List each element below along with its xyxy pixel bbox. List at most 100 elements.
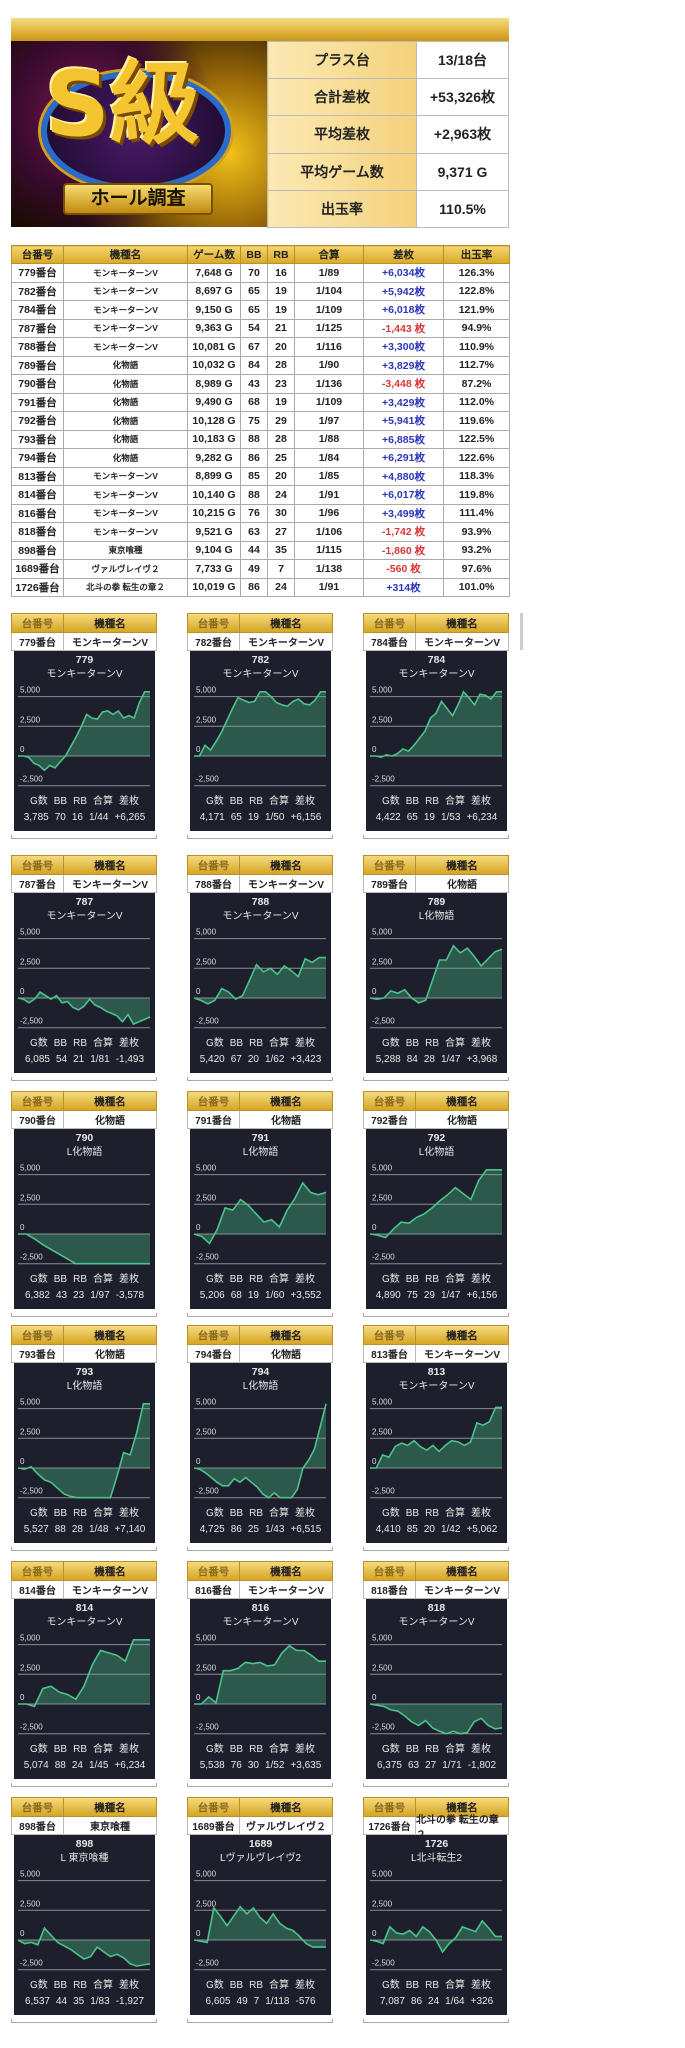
table-cell: 8,899 G: [187, 466, 241, 486]
column-header: 機種名: [63, 245, 188, 264]
stat-label: 差枚: [471, 1744, 492, 1755]
model-header: 機種名: [94, 1801, 126, 1814]
stat-value: 1/47: [440, 1054, 461, 1065]
table-cell: 112.0%: [443, 392, 510, 412]
table-cell: +3,829枚: [363, 355, 444, 375]
machine-no: 779番台: [12, 633, 64, 650]
table-cell: 118.3%: [443, 466, 510, 486]
stat-label: 合算: [269, 1744, 290, 1755]
table-row: 814番台 モンキーターンV 10,140 G 88 24 1/91 +6,017枚 119.…: [11, 485, 510, 505]
y-tick-label: -2,500: [196, 1017, 219, 1026]
stat-value: 6,085: [24, 1054, 50, 1065]
stat-labels: G数 BB RB 合算 差枚: [366, 1743, 507, 1756]
scrollbar[interactable]: [520, 613, 523, 650]
card-bottom-border: [11, 1783, 157, 1787]
stat-label: G数: [205, 796, 224, 807]
table-cell: 35: [267, 540, 295, 560]
y-tick-label: 0: [20, 987, 25, 996]
stat-value: +326: [470, 1996, 494, 2007]
stat-labels: G数 BB RB 合算 差枚: [366, 1037, 507, 1050]
table-cell: +6,017枚: [363, 485, 444, 505]
y-tick-label: -2,500: [372, 1723, 395, 1732]
table-cell: 1/89: [294, 263, 364, 283]
table-cell: 16: [267, 263, 295, 283]
graph-line: [370, 690, 502, 759]
machine-no-header: 台番号: [12, 1092, 64, 1110]
stat-label: G数: [205, 1038, 224, 1049]
graph-subtitle: L化物語: [242, 1147, 279, 1158]
machine-no-header: 台番号: [188, 1092, 240, 1110]
graph-area: [370, 945, 502, 1003]
stat-label: BB: [53, 1038, 68, 1049]
model-header: 機種名: [270, 1801, 302, 1814]
machine-no: 792番台: [364, 1111, 416, 1128]
table-cell: 43: [240, 374, 268, 394]
stat-value: 20: [423, 1524, 435, 1535]
stat-labels: G数 BB RB 合算 差枚: [366, 795, 507, 808]
table-cell: 789番台: [11, 355, 64, 375]
card-info-row: 814番台 モンキーターンV: [11, 1581, 157, 1599]
graph-area: [18, 992, 150, 1025]
table-cell: +3,499枚: [363, 503, 444, 523]
stat-label: 合算: [445, 1038, 466, 1049]
table-cell: 1/115: [294, 540, 364, 560]
table-cell: モンキーターンV: [63, 522, 188, 542]
graph-title: 793: [75, 1366, 94, 1378]
stat-label: BB: [405, 796, 420, 807]
table-cell: 76: [240, 503, 268, 523]
table-cell: 1/136: [294, 374, 364, 394]
graph-plot: 5,000 2,500 0 -2,500: [194, 1634, 326, 1735]
card-info-row: 1689番台 ヴァルヴレイヴ２: [187, 1817, 333, 1835]
table-cell: 10,081 G: [187, 337, 241, 357]
graph-title: 789: [427, 896, 446, 908]
y-tick-label: 5,000: [372, 1870, 393, 1879]
stat-label: G数: [205, 1274, 224, 1285]
slump-graph: 5,000 2,500 0 -2,500 898 L 東京喰種 G数 BB RB 合算 差枚 …: [14, 1835, 155, 2015]
y-tick-label: 2,500: [20, 1193, 41, 1202]
card-info-row: 898番台 東京喰種: [11, 1817, 157, 1835]
stat-label: 合算: [93, 1038, 114, 1049]
stat-label: 合算: [445, 1274, 466, 1285]
stat-label: 差枚: [119, 796, 140, 807]
stat-value: 3,785: [23, 812, 49, 823]
graph-title: 782: [251, 654, 270, 666]
stat-label: G数: [381, 1038, 400, 1049]
stat-value: +6,515: [290, 1524, 322, 1535]
table-cell: 1/109: [294, 300, 364, 320]
stat-label: BB: [405, 1274, 420, 1285]
summary-label: 平均ゲーム数: [267, 152, 417, 191]
table-cell: 63: [240, 522, 268, 542]
table-row: 782番台 モンキーターンV 8,697 G 65 19 1/104 +5,942枚 122.…: [11, 281, 510, 301]
table-cell: 70: [240, 263, 268, 283]
stat-label: RB: [425, 1980, 440, 1991]
machine-no-header: 台番号: [364, 1326, 416, 1344]
graph-line: [194, 690, 326, 757]
machine-no: 788番台: [188, 875, 240, 892]
logo-main-text: S級: [45, 55, 200, 155]
table-cell: 784番台: [11, 300, 64, 320]
graph-plot: 5,000 2,500 0 -2,500: [193, 1398, 327, 1499]
y-tick-label: 2,500: [372, 1899, 393, 1908]
y-tick-label: 5,000: [196, 686, 217, 695]
stat-value: +5,062: [466, 1524, 498, 1535]
graph-line: [18, 1233, 150, 1265]
stat-label: 合算: [445, 1744, 466, 1755]
graph-plot: 5,000 2,500 0 -2,500: [369, 1164, 502, 1265]
stat-value: 6,605: [205, 1996, 231, 2007]
summary-row: 平均差枚 +2,963枚: [267, 115, 509, 154]
stat-label: G数: [205, 1508, 224, 1519]
stat-value: +6,265: [114, 812, 146, 823]
table-cell: 9,150 G: [187, 300, 241, 320]
stat-labels: G数 BB RB 合算 差枚: [14, 1743, 155, 1756]
model-header: 機種名: [94, 617, 126, 630]
column-header: 出玉率: [443, 245, 510, 264]
table-cell: 792番台: [11, 411, 64, 431]
logo-ring: [41, 71, 231, 191]
table-cell: 化物語: [63, 429, 188, 449]
stat-label: 差枚: [295, 1038, 316, 1049]
card-header: 台番号 機種名: [363, 855, 509, 875]
graph-area: [194, 1403, 326, 1498]
stat-value: 84: [406, 1054, 418, 1065]
table-cell: 化物語: [63, 374, 188, 394]
